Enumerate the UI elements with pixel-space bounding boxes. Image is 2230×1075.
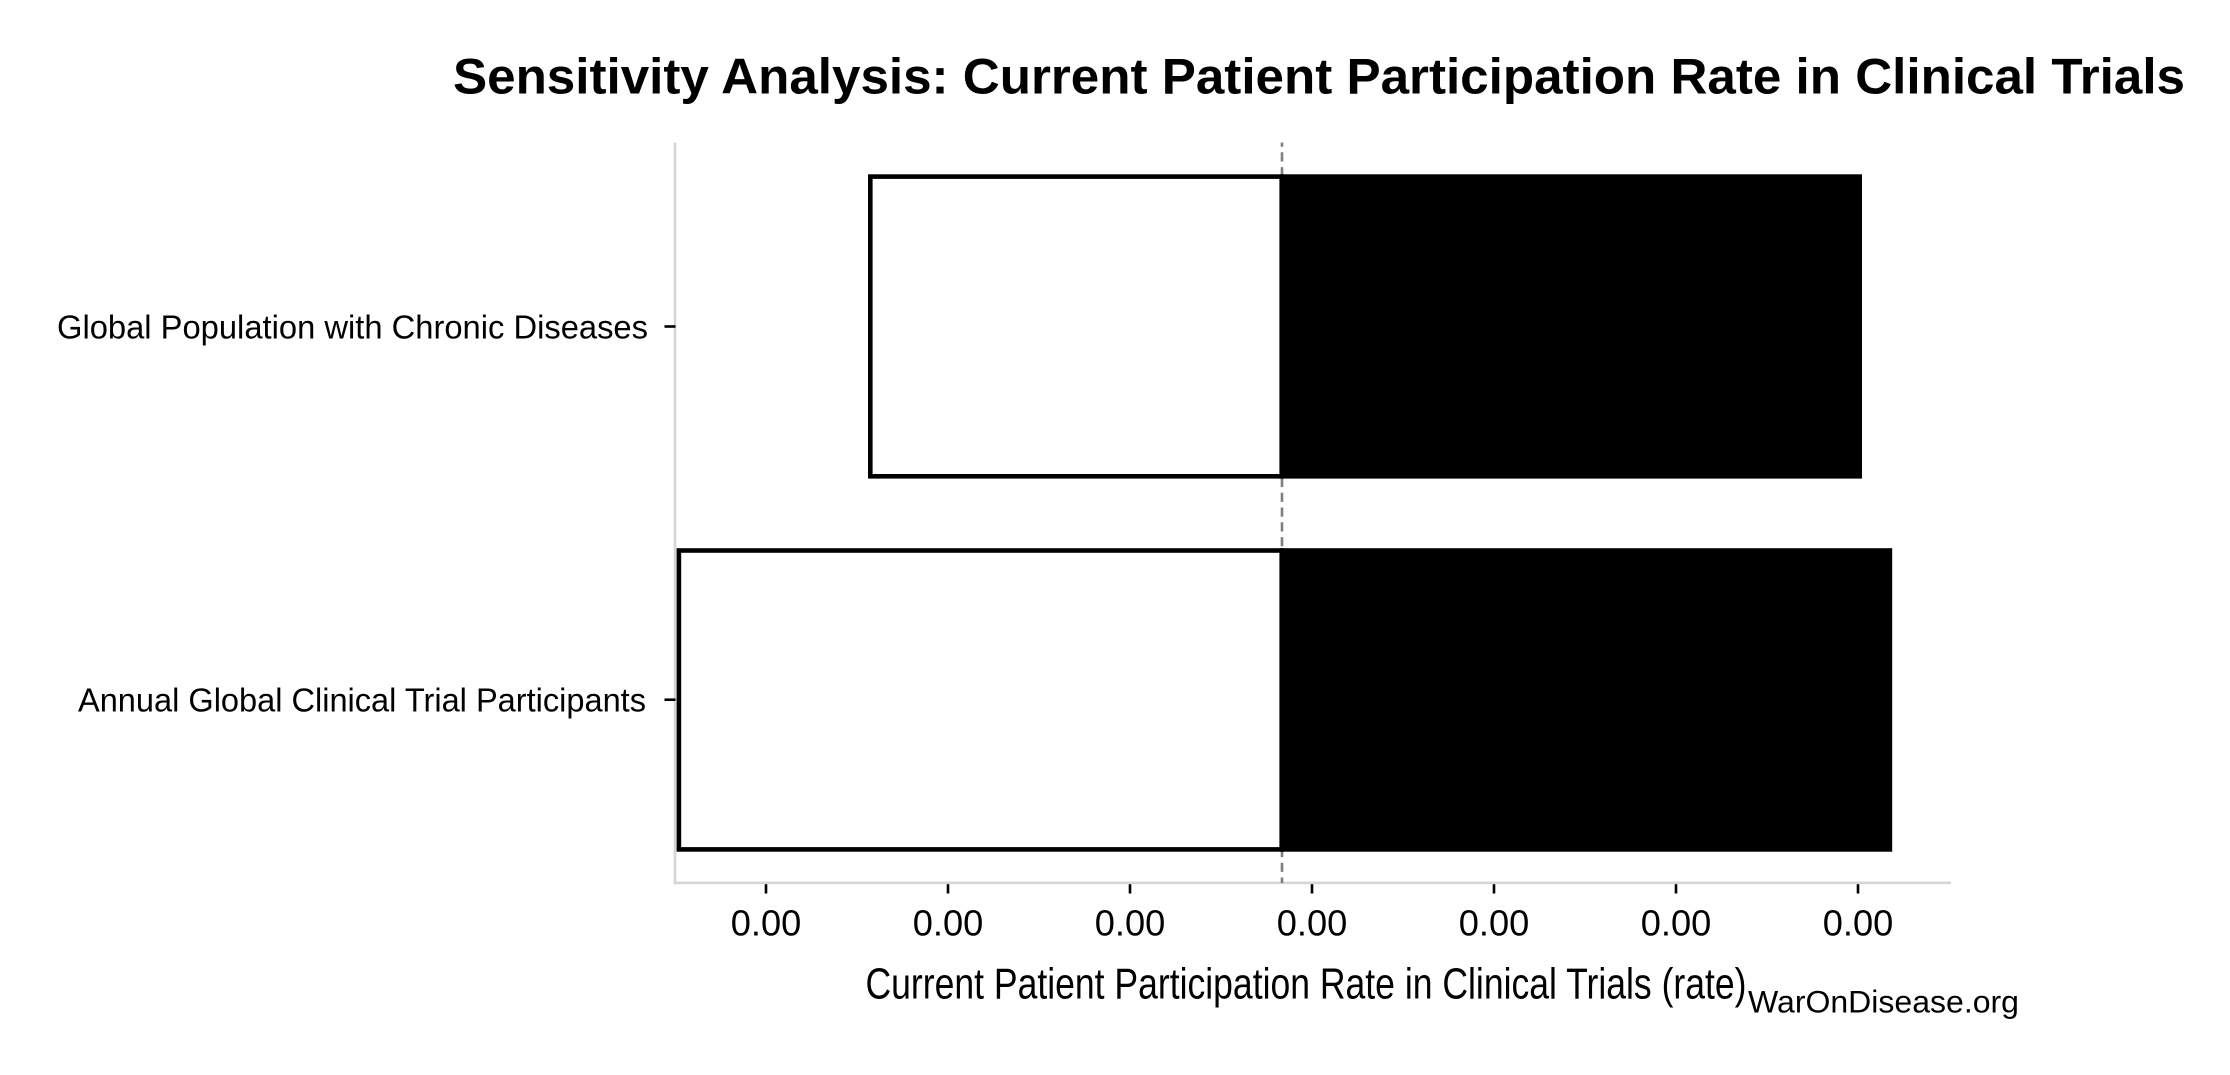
svg-text:0.00: 0.00 bbox=[1823, 904, 1894, 944]
svg-text:Current Patient Participation: Current Patient Participation Rate in Cl… bbox=[866, 960, 1747, 1008]
svg-text:WarOnDisease.org: WarOnDisease.org bbox=[1748, 984, 2019, 1020]
svg-text:Sensitivity Analysis: Current: Sensitivity Analysis: Current Patient Pa… bbox=[453, 47, 2185, 104]
svg-text:0.00: 0.00 bbox=[731, 904, 802, 944]
svg-text:0.00: 0.00 bbox=[1641, 904, 1712, 944]
svg-text:0.00: 0.00 bbox=[1277, 904, 1348, 944]
svg-text:Global Population with Chronic: Global Population with Chronic Diseases bbox=[57, 309, 648, 346]
svg-text:0.00: 0.00 bbox=[1459, 904, 1530, 944]
svg-text:0.00: 0.00 bbox=[913, 904, 984, 944]
svg-text:0.00: 0.00 bbox=[1095, 904, 1166, 944]
svg-text:Annual Global Clinical Trial P: Annual Global Clinical Trial Participant… bbox=[78, 683, 646, 720]
